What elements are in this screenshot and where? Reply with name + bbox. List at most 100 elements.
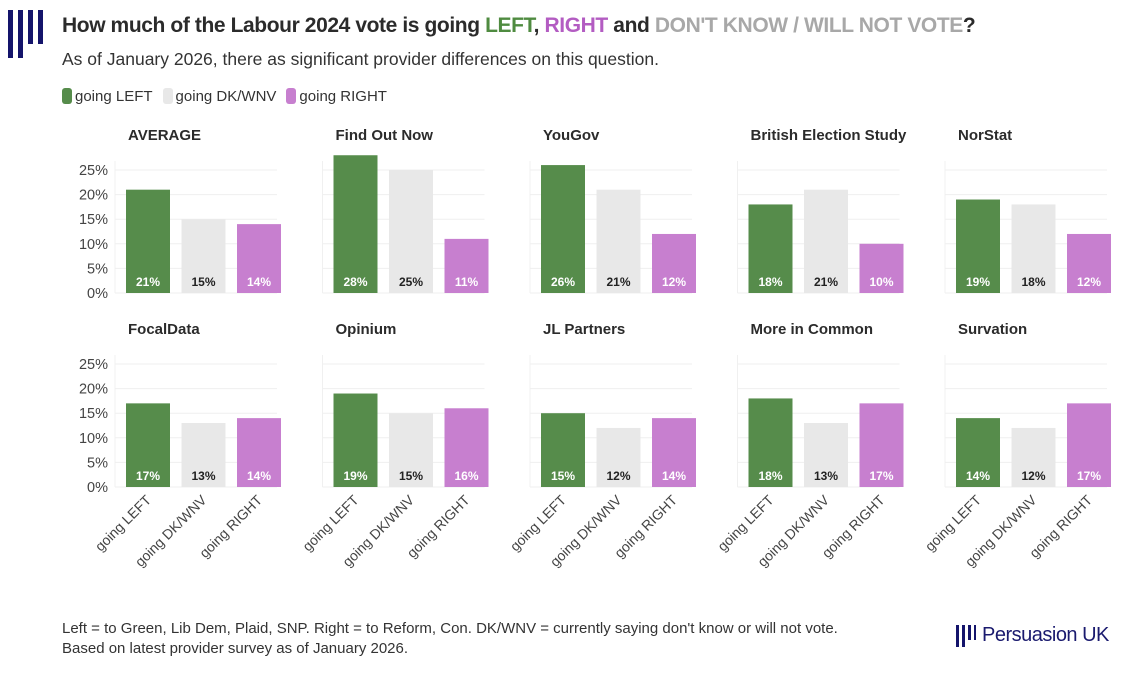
bar-left: [541, 413, 585, 487]
legend-label: going LEFT: [75, 88, 153, 105]
data-label: 15%: [399, 469, 423, 483]
brand-name: Persuasion UK: [982, 624, 1109, 646]
legend-label: going RIGHT: [299, 88, 387, 105]
bar-right: [859, 243, 904, 293]
panel-norstat: NorStat 19% 18% 12%: [944, 127, 1111, 294]
title-part: LEFT: [485, 14, 534, 37]
y-tick-label: 20%: [79, 188, 108, 204]
data-label: 16%: [454, 469, 478, 483]
y-tick-label: 25%: [79, 357, 108, 373]
data-label: 17%: [1077, 469, 1101, 483]
title-part: ?: [962, 14, 976, 37]
legend-item-dk: going DK/WNV: [162, 88, 277, 105]
panel-title: AVERAGE: [128, 127, 201, 144]
data-label: 18%: [1021, 275, 1045, 289]
data-label: 12%: [606, 469, 630, 483]
bar-dk: [181, 219, 226, 293]
title-part: DON'T KNOW / WILL NOT VOTE: [654, 14, 963, 37]
title-part: ,: [533, 14, 545, 37]
bar-right: [1067, 233, 1111, 293]
bar-right: [652, 233, 696, 293]
data-label: 10%: [869, 275, 893, 289]
panel-average: AVERAGE 0% 5% 10% 15% 20% 25% 21% 15% 14%: [79, 127, 281, 302]
data-label: 14%: [247, 275, 271, 289]
bar-dk: [181, 423, 226, 487]
title-part: RIGHT: [544, 14, 609, 37]
data-label: 25%: [399, 275, 423, 289]
data-label: 14%: [966, 469, 990, 483]
brand-logo: Persuasion UK: [956, 624, 1109, 647]
y-tick-label: 25%: [79, 163, 108, 179]
legend-label: going DK/WNV: [175, 88, 277, 105]
data-label: 15%: [191, 275, 215, 289]
panel-title: Opinium: [336, 321, 397, 338]
bar-right: [1067, 403, 1111, 487]
data-label: 14%: [247, 469, 271, 483]
y-tick-label: 5%: [87, 261, 108, 277]
bar-dk: [804, 423, 848, 487]
data-label: 21%: [814, 275, 838, 289]
bar-right: [237, 418, 281, 487]
bar-left: [333, 393, 378, 487]
data-label: 17%: [869, 469, 893, 483]
bar-left: [956, 199, 1000, 293]
y-tick-label: 15%: [79, 212, 108, 228]
data-label: 18%: [758, 275, 782, 289]
data-label: 21%: [606, 275, 630, 289]
panel-title: Find Out Now: [336, 127, 434, 144]
data-label: 17%: [136, 469, 160, 483]
bar-dk: [389, 413, 433, 487]
bar-right: [859, 403, 904, 487]
panel-title: NorStat: [958, 127, 1012, 144]
panel-title: JL Partners: [543, 321, 625, 338]
data-label: 14%: [662, 469, 686, 483]
panel-title: YouGov: [543, 127, 600, 144]
bar-right: [237, 224, 281, 293]
data-label: 12%: [662, 275, 686, 289]
data-label: 15%: [551, 469, 575, 483]
y-tick-label: 5%: [87, 455, 108, 471]
panel-british-election-study: British Election Study 18% 21% 10%: [737, 127, 907, 294]
data-label: 28%: [343, 275, 367, 289]
footnote-line-1: Left = to Green, Lib Dem, Plaid, SNP. Ri…: [62, 620, 838, 637]
data-label: 19%: [966, 275, 990, 289]
bar-dk: [596, 427, 641, 487]
title-part: How much of the Labour 2024 vote is goin…: [62, 14, 486, 37]
panel-title: More in Common: [751, 321, 874, 338]
legend: going LEFT going DK/WNV going RIGHT: [62, 88, 387, 105]
data-label: 13%: [814, 469, 838, 483]
brand-logo-icon: [956, 624, 976, 647]
y-tick-label: 0%: [87, 286, 108, 302]
bar-left: [333, 155, 378, 293]
chart-title: How much of the Labour 2024 vote is goin…: [62, 14, 976, 38]
logo-icon: [8, 10, 43, 58]
bar-left: [748, 398, 793, 487]
bar-left: [126, 189, 170, 293]
bar-right: [444, 408, 489, 487]
y-tick-label: 0%: [87, 480, 108, 496]
bar-left: [748, 204, 793, 293]
y-tick-label: 15%: [79, 406, 108, 422]
data-label: 13%: [191, 469, 215, 483]
bar-dk: [389, 170, 433, 293]
data-label: 21%: [136, 275, 160, 289]
data-label: 11%: [455, 275, 479, 289]
panel-yougov: YouGov 26% 21% 12%: [529, 127, 696, 294]
data-label: 18%: [758, 469, 782, 483]
y-tick-label: 10%: [79, 431, 108, 447]
legend-item-right: going RIGHT: [286, 88, 387, 105]
bar-right: [444, 238, 489, 293]
chart-subtitle: As of January 2026, there as significant…: [62, 49, 659, 69]
data-label: 12%: [1021, 469, 1045, 483]
data-label: 12%: [1077, 275, 1101, 289]
bar-left: [126, 403, 170, 487]
bar-left: [541, 165, 585, 293]
bar-right: [652, 418, 696, 487]
